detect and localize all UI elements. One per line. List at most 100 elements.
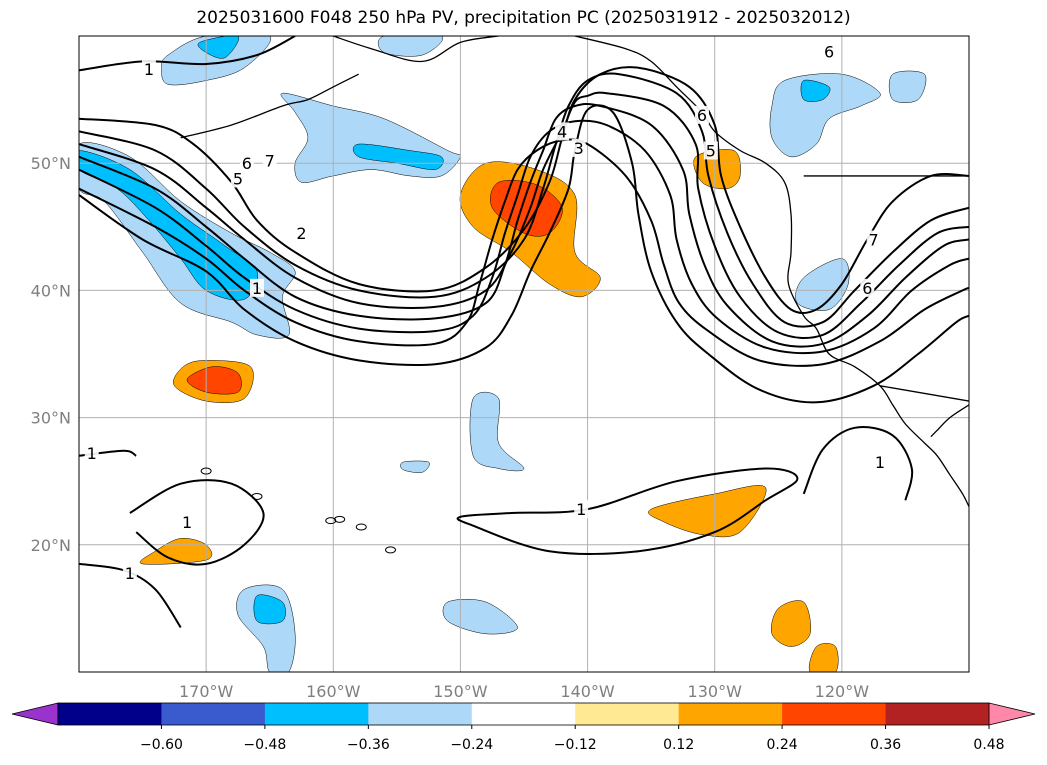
- coastline-0: [333, 36, 499, 63]
- colorbar-tick-label-0: −0.60: [140, 737, 183, 753]
- precip-region-6: [377, 36, 444, 57]
- colorbar-segment-5: [575, 703, 680, 725]
- contour-label-bg-8: [703, 141, 718, 160]
- lon-tick-label-3: 140°W: [560, 682, 615, 701]
- contour-label-bg-17: [873, 453, 887, 472]
- contour-label-bg-6: [555, 122, 570, 141]
- contour-label-10: 6: [824, 42, 834, 61]
- contour-label-bg-10: [822, 42, 837, 61]
- colorbar-tick-label-6: 0.24: [767, 737, 798, 753]
- precip-region-17: [186, 366, 242, 395]
- lon-tick-label-2: 150°W: [433, 682, 488, 701]
- contour-label-7: 3: [574, 139, 584, 158]
- lon-tick-label-1: 160°W: [306, 682, 361, 701]
- precip-region-23: [771, 600, 811, 647]
- colorbar-segment-8: [885, 703, 990, 725]
- lat-tick-label-1: 30°N: [31, 409, 71, 428]
- precip-region-2: [161, 36, 272, 86]
- colorbar-segment-4: [471, 703, 576, 725]
- contour-label-bg-9: [695, 105, 709, 124]
- pv-contour-9: [129, 479, 265, 566]
- pv-contour-4: [79, 102, 969, 348]
- lon-tick-label-5: 120°W: [815, 682, 870, 701]
- pv-contour-layer: [79, 36, 969, 629]
- contour-label-bg-2: [262, 151, 277, 170]
- contour-label-16: 1: [576, 500, 586, 519]
- colorbar-tick-label-8: 0.48: [973, 737, 1004, 753]
- contour-label-bg-7: [571, 138, 586, 157]
- colorbar-outline: [57, 702, 990, 726]
- contour-label-6: 4: [557, 122, 567, 141]
- precip-region-8: [800, 79, 831, 102]
- contour-label-bg-14: [180, 512, 195, 531]
- island-1: [355, 523, 367, 531]
- coastline-1: [180, 73, 359, 139]
- colorbar-extend-low: [11, 702, 59, 726]
- lon-tick-label-0: 170°W: [179, 682, 234, 701]
- precip-region-10: [795, 258, 850, 311]
- colorbar-segment-1: [161, 703, 266, 725]
- lat-tick-label-2: 40°N: [31, 281, 71, 300]
- island-3: [325, 517, 337, 525]
- contour-label-bg-3: [230, 169, 245, 188]
- precip-region-15: [253, 594, 286, 625]
- precip-region-9: [888, 70, 927, 103]
- colorbar-segment-6: [678, 703, 783, 725]
- pv-contour-8: [802, 426, 914, 501]
- precip-region-12: [400, 460, 430, 473]
- colorbar-segment-3: [368, 703, 473, 725]
- contour-label-1: 6: [242, 154, 252, 173]
- contour-label-bg-15: [122, 563, 137, 582]
- precip-region-13: [442, 599, 518, 635]
- axis-label-layer: 170°W 160°W 150°W 140°W 130°W 120°W 20°N 30°N 40…: [31, 154, 870, 701]
- coastline-3: [930, 404, 969, 438]
- contour-label-5: 1: [252, 279, 262, 298]
- contour-label-4: 2: [296, 224, 306, 243]
- pv-contour-3: [79, 91, 969, 339]
- lat-tick-label-3: 50°N: [31, 154, 71, 173]
- colorbar-segment-0: [58, 703, 162, 725]
- lon-tick-label-4: 130°W: [688, 682, 743, 701]
- contour-label-12: 6: [862, 279, 872, 298]
- contour-label-bg-13: [84, 444, 99, 463]
- island-2: [334, 515, 346, 523]
- island-0: [385, 546, 396, 554]
- colorbar-extend-high: [988, 702, 1036, 726]
- contour-label-3: 5: [233, 169, 243, 188]
- contour-label-17: 1: [875, 453, 885, 472]
- contour-label-bg-16: [574, 500, 589, 519]
- pv-contour-6: [79, 138, 969, 367]
- colorbar-tick-label-5: 0.12: [663, 737, 694, 753]
- island-5: [200, 467, 212, 475]
- gridlines-layer: [79, 36, 969, 672]
- contour-label-13: 1: [87, 444, 97, 463]
- contour-label-14: 1: [182, 513, 192, 532]
- colorbar-segment-7: [782, 703, 887, 725]
- colorbar-tick-label-1: −0.48: [243, 737, 286, 753]
- contour-label-0: 1: [144, 60, 154, 79]
- coastline-5: [879, 385, 969, 402]
- contour-label-bg-12: [860, 278, 875, 297]
- contour-label-2: 7: [265, 152, 275, 171]
- lat-tick-label-0: 20°N: [31, 536, 71, 555]
- pv-contour-2: [79, 72, 969, 328]
- contour-label-9: 6: [697, 106, 707, 125]
- colorbar-tick-label-4: −0.12: [554, 737, 597, 753]
- contour-label-bg-0: [141, 60, 156, 79]
- contour-label-11: 7: [869, 231, 879, 250]
- colorbar-tick-label-2: −0.36: [347, 737, 390, 753]
- pv-contour-0: [79, 36, 296, 72]
- precip-region-3: [197, 36, 240, 59]
- precip-shading-layer: [79, 36, 927, 672]
- contour-label-bg-5: [250, 278, 264, 297]
- contour-label-8: 5: [706, 141, 716, 160]
- map-frame: [78, 35, 970, 673]
- colorbar-tick-label-7: 0.36: [870, 737, 901, 753]
- colorbar-tick-label-3: −0.24: [450, 737, 493, 753]
- colorbar: −0.60 −0.48 −0.36 −0.24 −0.12 0.12 0.24 0.36 0.4…: [11, 702, 1036, 753]
- precip-region-11: [469, 391, 525, 472]
- colorbar-segment-2: [264, 703, 369, 725]
- contour-label-15: 1: [125, 564, 135, 583]
